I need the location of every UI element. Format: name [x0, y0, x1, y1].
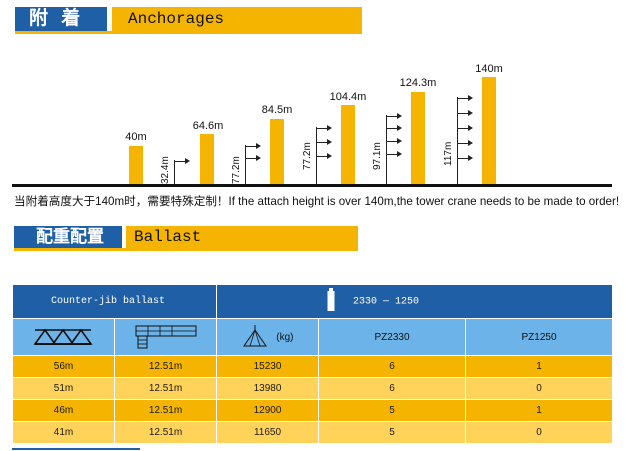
- ballast-header-rule: [14, 248, 358, 251]
- height-label-64-6m: 64.6m: [192, 120, 224, 132]
- height-label-140m: 140m: [475, 63, 503, 75]
- counter-jib-icon: [114, 318, 217, 356]
- pz2330-header: PZ2330: [318, 318, 466, 356]
- dimension-text: 77.2m: [302, 142, 313, 170]
- anchorages-title-cn: 附 着: [15, 7, 107, 31]
- anchorage-note: 当附着高度大于140m时，需要特殊定制！If the attach height…: [14, 195, 620, 208]
- pz2330-cell: 5: [318, 399, 466, 422]
- table-row: 51m 12.51m 13980 6 0: [12, 377, 614, 400]
- ballast-title-en: Ballast: [126, 226, 358, 248]
- mast-40m: [129, 146, 143, 185]
- ballast-table: Counter-jib ballast 2330 — 1250: [12, 284, 614, 444]
- pz1250-cell: 1: [464, 355, 614, 378]
- pz1250-cell: 1: [464, 399, 614, 422]
- height-label-104-4m: 104.4m: [329, 91, 367, 103]
- jib-length-icon: [12, 318, 115, 356]
- weight-cell: 15230: [216, 355, 319, 378]
- ballast-block-range: 2330 — 1250: [353, 296, 420, 307]
- dimension-text: 77.2m: [231, 156, 242, 184]
- tie-arrow: [458, 110, 473, 116]
- pz1250-cell: 0: [464, 377, 614, 400]
- counter-jib-cell: 12.51m: [114, 421, 217, 444]
- mast-84-5m: [270, 119, 284, 185]
- tie-arrow: [317, 139, 332, 145]
- height-label-124-3m: 124.3m: [399, 77, 437, 89]
- height-label-40m: 40m: [125, 131, 147, 143]
- dimension-text: 32.4m: [160, 156, 171, 184]
- table-header-row: Counter-jib ballast 2330 — 1250: [12, 284, 614, 319]
- anchorages-title-en: Anchorages: [112, 7, 362, 31]
- mast-64-6m: [200, 134, 214, 185]
- tie-arrow: [175, 158, 190, 164]
- tie-arrow: [317, 153, 332, 159]
- ballast-block-icon: [327, 287, 335, 316]
- tie-arrow: [246, 143, 261, 149]
- counter-jib-ballast-header: Counter-jib ballast: [12, 284, 217, 319]
- pz2330-cell: 6: [318, 355, 466, 378]
- weight-header: (kg): [216, 318, 319, 356]
- counter-jib-cell: 12.51m: [114, 355, 217, 378]
- mast-104-4m: [341, 105, 355, 185]
- weight-icon: [241, 324, 269, 351]
- jib-length-cell: 46m: [12, 399, 115, 422]
- dimension-line: [174, 160, 175, 185]
- dimension-text: 117m: [443, 141, 454, 166]
- dimension-line: [457, 97, 458, 185]
- dimension-text: 97.1m: [372, 142, 383, 170]
- tie-arrow: [458, 125, 473, 131]
- ground-line: [12, 184, 612, 187]
- dimension-line: [386, 115, 387, 185]
- weight-cell: 13980: [216, 377, 319, 400]
- tie-arrow: [387, 138, 402, 144]
- table-row: 56m 12.51m 15230 6 1: [12, 355, 614, 378]
- height-label-84-5m: 84.5m: [261, 104, 293, 116]
- tie-arrow: [387, 151, 402, 157]
- weight-cell: 11650: [216, 421, 319, 444]
- table-bottom-rule: [12, 448, 140, 450]
- table-subheader-row: (kg) PZ2330 PZ1250: [12, 318, 614, 356]
- jib-length-cell: 41m: [12, 421, 115, 444]
- dimension-line: [316, 127, 317, 185]
- weight-cell: 12900: [216, 399, 319, 422]
- tie-arrow: [317, 125, 332, 131]
- counter-jib-cell: 12.51m: [114, 377, 217, 400]
- anchorages-header-rule: [15, 31, 362, 34]
- ballast-block-header: 2330 — 1250: [215, 284, 614, 319]
- pz1250-header: PZ1250: [464, 318, 614, 356]
- pz2330-cell: 6: [318, 377, 466, 400]
- tie-arrow: [458, 95, 473, 101]
- table-row: 46m 12.51m 12900 5 1: [12, 399, 614, 422]
- weight-unit: (kg): [276, 331, 294, 343]
- pz2330-cell: 5: [318, 421, 466, 444]
- tie-arrow: [458, 155, 473, 161]
- counter-jib-cell: 12.51m: [114, 399, 217, 422]
- tie-arrow: [387, 113, 402, 119]
- tie-arrow: [246, 155, 261, 161]
- jib-length-cell: 56m: [12, 355, 115, 378]
- tie-arrow: [387, 125, 402, 131]
- pz1250-cell: 0: [464, 421, 614, 444]
- tie-arrow: [458, 140, 473, 146]
- jib-length-cell: 51m: [12, 377, 115, 400]
- table-row: 41m 12.51m 11650 5 0: [12, 421, 614, 444]
- mast-124-3m: [411, 92, 425, 185]
- dimension-line: [245, 145, 246, 185]
- ballast-title-cn: 配重配置: [14, 226, 122, 248]
- mast-140m: [482, 77, 496, 185]
